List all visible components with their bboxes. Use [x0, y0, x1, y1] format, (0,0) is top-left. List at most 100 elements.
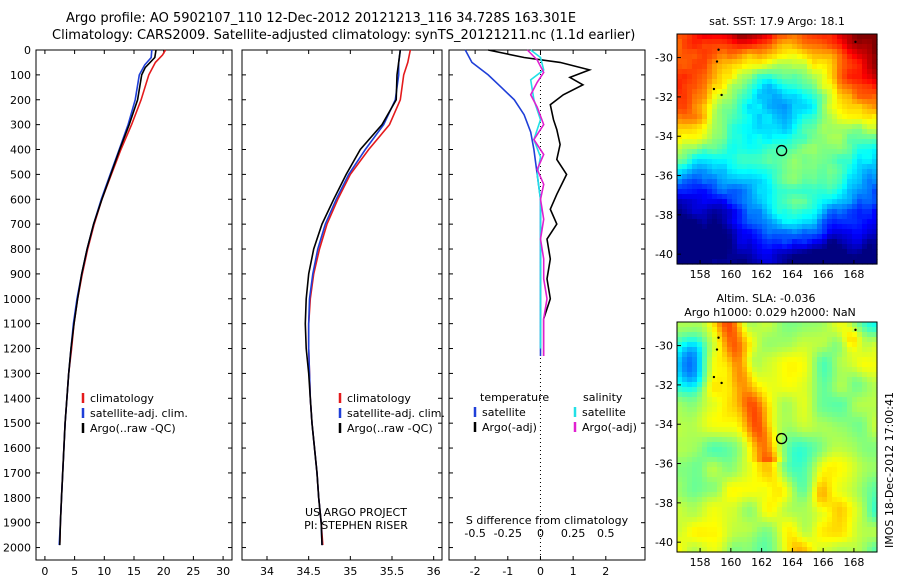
map-cell	[847, 154, 853, 160]
map-cell	[692, 89, 698, 95]
map-cell	[827, 139, 833, 145]
map-cell	[867, 492, 873, 498]
map-cell	[867, 169, 873, 175]
map-cell	[767, 109, 773, 115]
map-cell	[847, 114, 853, 120]
map-cell	[702, 239, 708, 245]
map-cell	[687, 44, 693, 50]
map-cell	[792, 497, 798, 503]
map-cell	[807, 149, 813, 155]
map-cell	[832, 54, 838, 60]
map-cell	[812, 482, 818, 488]
map-cell	[727, 89, 733, 95]
map-cell	[787, 547, 793, 553]
map-cell	[777, 482, 783, 488]
map-cell	[852, 392, 858, 398]
map-cell	[842, 377, 848, 383]
map-cell	[707, 69, 713, 75]
map-cell	[757, 229, 763, 235]
map-cell	[837, 422, 843, 428]
map-cell	[702, 387, 708, 393]
map-cell	[862, 532, 868, 538]
map-cell	[757, 527, 763, 533]
map-cell	[857, 59, 863, 65]
map-cell	[787, 397, 793, 403]
map-cell	[707, 467, 713, 473]
map-cell	[857, 119, 863, 125]
map-cell	[812, 497, 818, 503]
map-cell	[747, 437, 753, 443]
map-cell	[742, 377, 748, 383]
map-cell	[812, 159, 818, 165]
map-cell	[782, 402, 788, 408]
map-cell	[797, 372, 803, 378]
map-cell	[872, 239, 878, 245]
map-cell	[742, 254, 748, 260]
map-cell	[747, 229, 753, 235]
map-cell	[852, 422, 858, 428]
map-cell	[687, 174, 693, 180]
y-tick-label: 2000	[3, 542, 31, 555]
map-cell	[687, 234, 693, 240]
map-cell	[682, 432, 688, 438]
map-cell	[837, 372, 843, 378]
map-cell	[722, 39, 728, 45]
map-cell	[872, 229, 878, 235]
map-cell	[757, 209, 763, 215]
map-cell	[797, 422, 803, 428]
map-cell	[807, 457, 813, 463]
map-cell	[707, 119, 713, 125]
map-cell	[727, 462, 733, 468]
map-cell	[697, 507, 703, 513]
map-cell	[752, 542, 758, 548]
map-cell	[807, 194, 813, 200]
map-cell	[797, 69, 803, 75]
map-cell	[777, 517, 783, 523]
map-cell	[802, 224, 808, 230]
map-cell	[747, 507, 753, 513]
map-cell	[737, 99, 743, 105]
map-cell	[802, 402, 808, 408]
map-cell	[692, 477, 698, 483]
map-cell	[712, 234, 718, 240]
map-cell	[722, 234, 728, 240]
map-cell	[702, 39, 708, 45]
map-cell	[797, 119, 803, 125]
map-cell	[727, 249, 733, 255]
map-cell	[872, 224, 878, 230]
map-cell	[682, 532, 688, 538]
map-cell	[687, 209, 693, 215]
legend-label: Argo(..raw -QC)	[90, 422, 176, 435]
map-cell	[702, 104, 708, 110]
map-cell	[852, 357, 858, 363]
map-cell	[702, 179, 708, 185]
map-cell	[842, 522, 848, 528]
map-cell	[847, 59, 853, 65]
map-cell	[712, 362, 718, 368]
map-cell	[807, 427, 813, 433]
map-cell	[762, 234, 768, 240]
map-cell	[717, 487, 723, 493]
map-cell	[762, 94, 768, 100]
map-cell	[837, 79, 843, 85]
map-cell	[677, 417, 683, 423]
x-tick-label: 5	[71, 565, 78, 578]
map-cell	[687, 482, 693, 488]
map-cell	[712, 79, 718, 85]
map-cell	[742, 402, 748, 408]
map-cell	[802, 452, 808, 458]
map-cell	[742, 249, 748, 255]
map-cell	[857, 64, 863, 70]
map-cell	[852, 362, 858, 368]
map-cell	[837, 219, 843, 225]
map-cell	[817, 54, 823, 60]
map-cell	[697, 239, 703, 245]
map-cell	[762, 114, 768, 120]
map-cell	[692, 437, 698, 443]
map-cell	[727, 397, 733, 403]
map-cell	[737, 422, 743, 428]
map-cell	[722, 447, 728, 453]
map-cell	[787, 377, 793, 383]
map-cell	[812, 432, 818, 438]
map-cell	[717, 347, 723, 353]
